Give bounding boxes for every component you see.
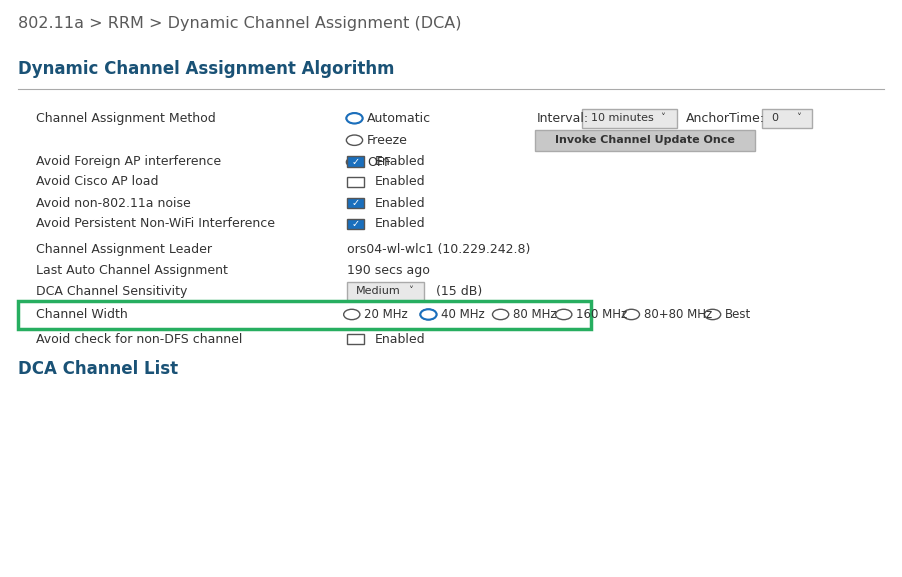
Text: ✓: ✓ (351, 156, 360, 167)
FancyBboxPatch shape (582, 109, 676, 128)
Text: AnchorTime:: AnchorTime: (686, 112, 765, 125)
Circle shape (420, 309, 437, 320)
Text: 40 MHz: 40 MHz (441, 308, 485, 321)
FancyBboxPatch shape (347, 198, 364, 208)
FancyBboxPatch shape (535, 130, 755, 151)
Text: 160 MHz: 160 MHz (576, 308, 628, 321)
Text: Best: Best (725, 308, 751, 321)
FancyBboxPatch shape (762, 109, 812, 128)
Text: Enabled: Enabled (374, 197, 425, 209)
Text: Enabled: Enabled (374, 175, 425, 188)
Text: Avoid Foreign AP interference: Avoid Foreign AP interference (36, 155, 221, 168)
Circle shape (344, 309, 360, 320)
Text: 0: 0 (771, 113, 778, 123)
Text: Avoid Cisco AP load: Avoid Cisco AP load (36, 175, 159, 188)
Circle shape (346, 157, 363, 167)
Text: ✓: ✓ (351, 198, 360, 208)
FancyBboxPatch shape (347, 219, 364, 229)
Circle shape (346, 113, 363, 123)
Text: 80 MHz: 80 MHz (513, 308, 557, 321)
Circle shape (623, 309, 640, 320)
Text: ors04-wl-wlc1 (10.229.242.8): ors04-wl-wlc1 (10.229.242.8) (347, 243, 530, 256)
Text: 802.11a > RRM > Dynamic Channel Assignment (DCA): 802.11a > RRM > Dynamic Channel Assignme… (18, 16, 462, 31)
Text: 10 minutes: 10 minutes (591, 113, 654, 123)
Text: Enabled: Enabled (374, 218, 425, 230)
Text: Channel Assignment Leader: Channel Assignment Leader (36, 243, 212, 256)
Text: Avoid Persistent Non-WiFi Interference: Avoid Persistent Non-WiFi Interference (36, 218, 275, 230)
Text: DCA Channel Sensitivity: DCA Channel Sensitivity (36, 285, 188, 298)
Text: Channel Assignment Method: Channel Assignment Method (36, 112, 216, 125)
Circle shape (556, 309, 572, 320)
Circle shape (420, 309, 437, 320)
Text: ˅: ˅ (796, 113, 801, 123)
Circle shape (704, 309, 721, 320)
Text: 80+80 MHz: 80+80 MHz (644, 308, 713, 321)
Text: Medium: Medium (356, 286, 401, 297)
Text: Enabled: Enabled (374, 333, 425, 346)
Text: Enabled: Enabled (374, 155, 425, 168)
Text: ˅: ˅ (408, 286, 413, 297)
FancyBboxPatch shape (347, 334, 364, 344)
Text: Freeze: Freeze (367, 134, 408, 147)
Text: Avoid check for non-DFS channel: Avoid check for non-DFS channel (36, 333, 243, 346)
Text: Dynamic Channel Assignment Algorithm: Dynamic Channel Assignment Algorithm (18, 60, 394, 78)
FancyBboxPatch shape (347, 282, 424, 301)
Text: (15 dB): (15 dB) (436, 285, 482, 298)
Circle shape (346, 135, 363, 145)
Circle shape (492, 309, 509, 320)
Text: Avoid non-802.11a noise: Avoid non-802.11a noise (36, 197, 191, 209)
FancyBboxPatch shape (18, 301, 591, 329)
Text: DCA Channel List: DCA Channel List (18, 360, 179, 379)
Text: 190 secs ago: 190 secs ago (347, 264, 430, 276)
Text: Channel Width: Channel Width (36, 308, 128, 321)
Circle shape (350, 115, 359, 121)
Text: ˅: ˅ (660, 113, 666, 123)
Text: ✓: ✓ (351, 219, 360, 229)
Text: OFF: OFF (367, 156, 391, 168)
FancyBboxPatch shape (347, 156, 364, 167)
FancyBboxPatch shape (347, 177, 364, 187)
Text: Automatic: Automatic (367, 112, 431, 125)
Text: Interval:: Interval: (537, 112, 589, 125)
Text: 20 MHz: 20 MHz (364, 308, 409, 321)
Circle shape (346, 113, 363, 123)
Text: Last Auto Channel Assignment: Last Auto Channel Assignment (36, 264, 228, 276)
Circle shape (424, 312, 433, 317)
Text: Invoke Channel Update Once: Invoke Channel Update Once (555, 135, 735, 145)
